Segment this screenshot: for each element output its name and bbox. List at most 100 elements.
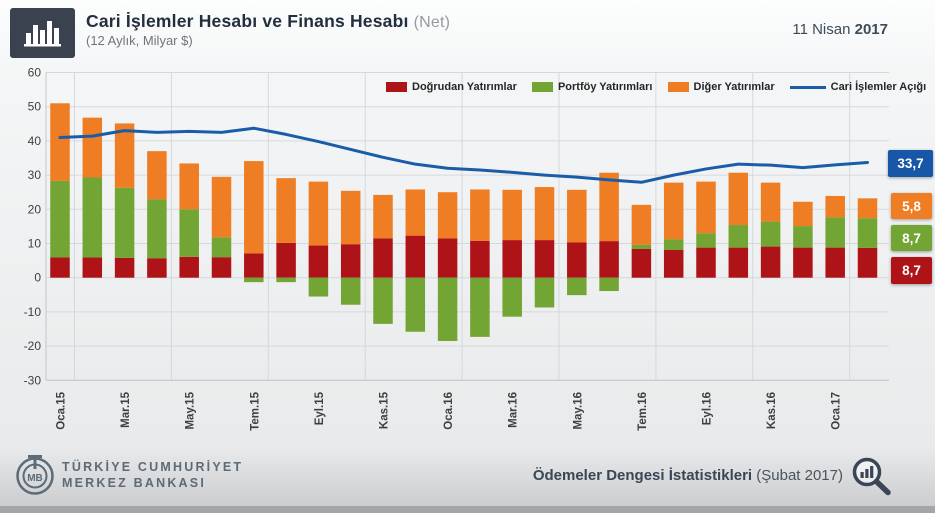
bar-other-investment — [211, 176, 232, 238]
chart-legend: Doğrudan Yatırımlar Portföy Yatırımları Di… — [386, 79, 935, 95]
legend-item: Portföy Yatırımları — [531, 81, 653, 93]
bar-portfolio-investment — [211, 237, 232, 258]
bar-portfolio-investment — [631, 244, 652, 249]
header: Cari İşlemler Hesabı ve Finans Hesabı (N… — [0, 0, 935, 62]
bar-other-investment — [114, 123, 135, 188]
bar-direct-investment — [599, 241, 619, 278]
x-axis-tick: Tem.16 — [637, 392, 649, 431]
bar-portfolio-investment — [567, 277, 587, 296]
bar-other-investment — [728, 172, 749, 226]
x-axis-tick: Mar.16 — [508, 392, 520, 428]
legend-label: Portföy Yatırımları — [557, 81, 653, 93]
x-axis-tick: May.16 — [572, 392, 584, 430]
x-axis-tick: Oca.17 — [831, 392, 843, 430]
bar-portfolio-investment — [825, 217, 845, 248]
legend-label: Doğrudan Yatırımlar — [412, 81, 517, 93]
bar-other-investment — [244, 161, 264, 254]
bar-other-investment — [179, 163, 199, 210]
bar-chart-icon-glyph — [23, 21, 61, 47]
bar-chart-icon — [10, 8, 75, 58]
y-axis-tick: 40 — [28, 134, 42, 148]
callout-current-account-deficit: 33,7 — [888, 150, 933, 177]
bar-portfolio-investment — [82, 177, 103, 258]
bar-direct-investment — [663, 249, 684, 278]
bar-portfolio-investment — [437, 277, 458, 341]
line-current-account-deficit — [58, 126, 869, 184]
bar-portfolio-investment — [470, 277, 490, 337]
x-axis-tick: Eyl.15 — [314, 391, 326, 425]
bar-portfolio-investment — [599, 277, 619, 292]
bar-portfolio-investment — [308, 277, 329, 297]
bar-other-investment — [696, 181, 716, 234]
bar-direct-investment — [825, 247, 845, 278]
y-axis-tick: -30 — [24, 373, 42, 387]
y-axis-tick: 30 — [28, 168, 42, 182]
x-axis-tick: Kas.15 — [379, 391, 391, 429]
release-label: Ödemeler Dengesi İstatistikleri (Şubat 2… — [532, 467, 843, 484]
chart-area: 60 50 40 30 20 10 0 -10 -20 -30 Oca.15 Mar.15 May.15… — [0, 62, 935, 445]
legend-item: Diğer Yatırımlar — [667, 81, 775, 93]
bar-portfolio-investment — [244, 277, 264, 283]
bar-portfolio-investment — [50, 180, 70, 258]
bank-name-line1: TÜRKİYE CUMHURİYET — [62, 460, 244, 474]
bar-other-investment — [760, 182, 781, 222]
bar-portfolio-investment — [534, 277, 555, 308]
bar-other-investment — [825, 195, 845, 218]
bar-other-investment — [502, 189, 522, 241]
bar-other-investment — [793, 201, 813, 227]
bar-direct-investment — [340, 244, 361, 278]
bottom-strip — [0, 506, 935, 513]
page-title: Cari İşlemler Hesabı ve Finans Hesabı (N… — [86, 11, 451, 31]
bar-direct-investment — [631, 248, 652, 278]
legend-swatch — [667, 82, 689, 92]
bar-portfolio-investment — [373, 277, 393, 324]
bar-other-investment — [437, 192, 458, 239]
y-axis-tick: -10 — [24, 305, 42, 319]
bar-direct-investment — [50, 257, 70, 278]
callout-other-investments: 5,8 — [891, 193, 932, 219]
bar-other-investment — [470, 189, 490, 241]
legend-line-marker — [789, 85, 826, 89]
legend-swatch — [531, 82, 553, 92]
x-axis-tick: Tem.15 — [249, 391, 261, 430]
y-axis-tick: 50 — [28, 100, 42, 114]
y-axis-tick: -20 — [24, 339, 42, 353]
x-axis-tick: Kas.16 — [766, 392, 778, 429]
bar-other-investment — [599, 172, 619, 242]
y-axis-tick: 10 — [28, 237, 42, 251]
legend-label: Cari İşlemler Açığı — [830, 81, 927, 93]
bar-other-investment — [857, 198, 878, 219]
bar-direct-investment — [534, 240, 555, 278]
bar-direct-investment — [567, 242, 587, 278]
bar-portfolio-investment — [857, 218, 878, 248]
x-axis-tick: Eyl.16 — [702, 392, 714, 425]
tcmb-logo: MB — [12, 452, 58, 503]
bar-direct-investment — [276, 242, 296, 278]
bar-other-investment — [276, 178, 296, 243]
legend-item: Cari İşlemler Açığı — [789, 81, 927, 93]
legend-swatch — [386, 82, 407, 92]
bar-direct-investment — [470, 240, 490, 278]
bar-portfolio-investment — [728, 225, 749, 248]
report-date: 11 Nisan 2017 — [792, 21, 888, 38]
bar-portfolio-investment — [179, 209, 199, 257]
bar-other-investment — [534, 187, 555, 241]
bar-direct-investment — [502, 240, 522, 278]
bar-direct-investment — [437, 238, 458, 278]
bar-other-investment — [663, 182, 684, 240]
page-subtitle: (12 Aylık, Milyar $) — [86, 33, 193, 48]
bar-portfolio-investment — [663, 239, 684, 250]
legend-label: Diğer Yatırımlar — [693, 81, 775, 93]
bar-portfolio-investment — [114, 187, 135, 258]
title-block: Cari İşlemler Hesabı ve Finans Hesabı (N… — [86, 11, 450, 48]
bar-direct-investment — [857, 247, 878, 278]
bar-other-investment — [50, 103, 70, 181]
bar-portfolio-investment — [147, 199, 167, 259]
bar-other-investment — [373, 194, 393, 239]
bar-other-investment — [631, 204, 652, 245]
chart-plot: 60 50 40 30 20 10 0 -10 -20 -30 Oca.15 Mar.15 May.15… — [24, 66, 889, 431]
bar-portfolio-investment — [340, 277, 361, 305]
y-axis-tick: 0 — [34, 271, 41, 285]
bar-other-investment — [405, 189, 426, 236]
